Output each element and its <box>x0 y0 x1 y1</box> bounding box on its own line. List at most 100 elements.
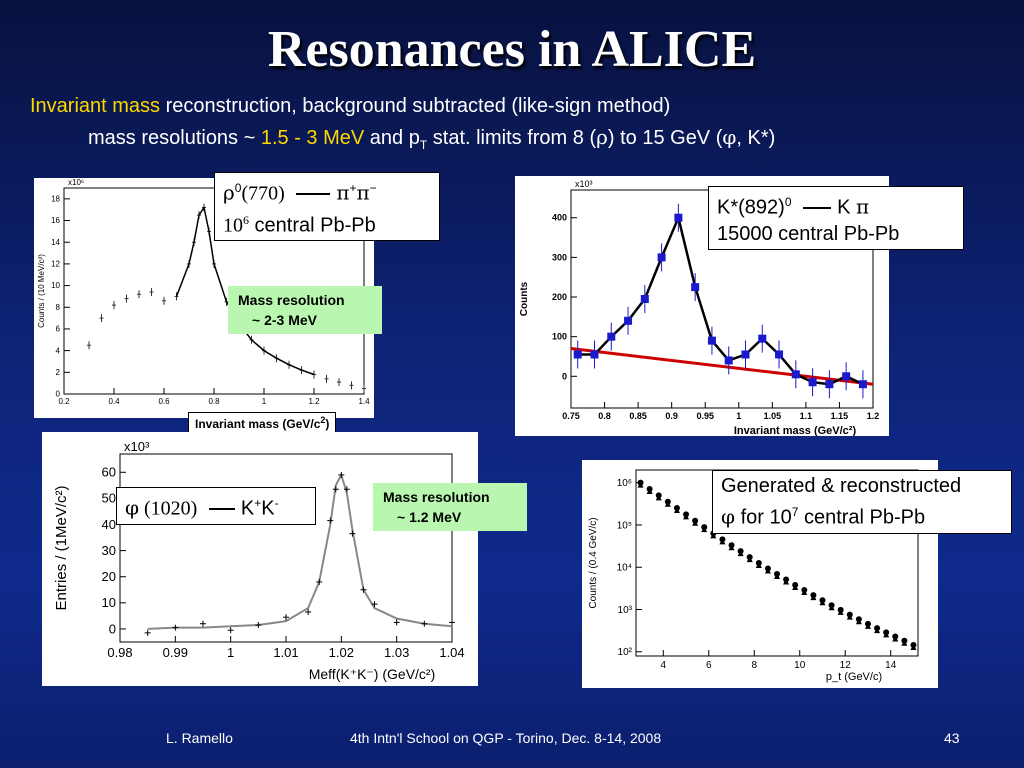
pi-label: π <box>336 180 350 205</box>
y-axis-label: Counts / (10 MeV/c²) <box>37 254 46 328</box>
y-tick-label: 200 <box>552 292 567 302</box>
data-point <box>624 316 633 325</box>
inv-mass-b: ) <box>325 417 330 431</box>
y-axis-label: Entries / (1MeV/c²) <box>53 485 70 610</box>
y-tick-label: 300 <box>552 252 567 262</box>
y-axis-label: Counts / (0.4 GeV/c) <box>588 517 599 608</box>
y-tick-label: 20 <box>102 569 116 584</box>
x-tick-label: 1.4 <box>358 397 370 406</box>
reconstructed-point <box>892 635 899 642</box>
x-tick-label: 1 <box>262 397 267 406</box>
data-point <box>607 332 616 341</box>
x-tick-label: 0.8 <box>598 411 611 421</box>
fit-curve <box>175 205 315 376</box>
data-point <box>590 350 599 359</box>
reconstructed-point <box>855 618 862 625</box>
y-tick-label: 16 <box>51 216 60 225</box>
phi-chart: 0.98 0.99 1 1.01 1.02 1.03 1.04 0 10 20 30 40 50 60 En… <box>53 439 465 682</box>
reconstructed-point <box>828 604 835 611</box>
reconstructed-point <box>774 572 780 579</box>
y-tick-label: 14 <box>51 238 60 247</box>
rho-symbol: ρ <box>596 125 608 149</box>
x-tick-label: 1 <box>227 645 234 660</box>
k-label: K <box>837 196 856 219</box>
generated-annotation: Generated & reconstructed φ for 107 cent… <box>712 470 1012 534</box>
kstar-annotation: K*(892)0 K π 15000 central Pb-Pb <box>708 186 964 250</box>
x-tick-label: 1.05 <box>764 411 782 421</box>
reconstructed-point <box>728 544 735 551</box>
rho-ten: 10 <box>223 214 243 237</box>
x-tick-label: 6 <box>706 660 712 671</box>
background-fit-line <box>570 347 874 386</box>
data-point <box>758 334 767 343</box>
gen-line-1: Generated & reconstructed <box>721 475 962 497</box>
y-tick-label: 10⁴ <box>617 563 632 574</box>
kstar-chart: 0.75 0.8 0.85 0.9 0.95 1 1.05 1.1 1.15 1.2 0 100 200… <box>519 179 880 436</box>
x-tick-label: 14 <box>885 660 897 671</box>
res2-value: ~ 1.2 MeV <box>397 509 462 525</box>
phi-chart-panel: 0.98 0.99 1 1.01 1.02 1.03 1.04 0 10 20 30 40 50 60 En… <box>42 432 478 686</box>
reconstructed-point <box>683 513 690 520</box>
data-point <box>674 213 683 222</box>
y-tick-label: 400 <box>552 213 567 223</box>
x-tick-label: 0.75 <box>562 411 580 421</box>
reconstructed-point <box>810 594 817 601</box>
pt-subscript: T <box>419 138 428 152</box>
intro-line-2-part-f: , K*) <box>736 127 776 149</box>
k-plus-sup: + <box>254 496 262 510</box>
x-tick-label: 1.15 <box>831 411 849 421</box>
reconstructed-point <box>801 589 808 596</box>
gen-phi: φ <box>721 504 736 529</box>
reconstructed-point <box>746 556 753 563</box>
k-plus-label: K <box>240 497 255 520</box>
mass-resolution-box-phi: Mass resolution ~ 1.2 MeV <box>373 483 527 531</box>
data-point <box>825 380 834 389</box>
slide-title: Resonances in ALICE <box>267 21 757 78</box>
x-tick-label: 1.2 <box>867 411 880 421</box>
y-tick-label: 10² <box>618 647 633 658</box>
res2-title: Mass resolution <box>383 489 490 505</box>
x-axis-label: Meff(K⁺K⁻) (GeV/c²) <box>309 666 436 682</box>
reconstructed-point <box>846 613 853 620</box>
phi-mass: (1020) <box>139 497 198 520</box>
fit-curve <box>147 472 453 630</box>
phi-annotation: φ (1020) K+K- <box>116 487 316 525</box>
y-tick-label: 30 <box>102 543 116 558</box>
y-tick-label: 10⁶ <box>617 478 632 489</box>
y-tick-label: 6 <box>56 325 61 334</box>
x-tick-label: 0.2 <box>58 397 70 406</box>
reconstructed-point <box>764 567 771 574</box>
footer-author: L. Ramello <box>166 730 233 746</box>
reconstructed-point <box>837 608 844 615</box>
x-tick-label: 1.01 <box>273 645 298 660</box>
x-axis-label: Invariant mass (GeV/c²) <box>734 425 857 436</box>
x-tick-label: 1.02 <box>329 645 354 660</box>
intro-line-1-text: reconstruction, background subtracted (l… <box>160 95 671 117</box>
reconstructed-point <box>710 532 717 539</box>
x-tick-label: 10 <box>794 660 806 671</box>
kstar-sup: 0 <box>784 195 792 209</box>
data-point <box>691 283 700 292</box>
y-tick-label: 8 <box>56 303 61 312</box>
y-tick-label: 40 <box>102 517 116 532</box>
x-tick-label: 0.98 <box>107 645 132 660</box>
rho-six: 6 <box>243 212 249 227</box>
reconstructed-point <box>792 583 799 590</box>
data-point <box>657 253 666 262</box>
arrow-icon <box>296 192 331 195</box>
x-tick-label: 1 <box>736 411 741 421</box>
data-point <box>842 372 851 381</box>
x-tick-label: 0.99 <box>163 645 188 660</box>
y-tick-label: 50 <box>102 491 116 506</box>
reconstructed-point <box>783 578 790 585</box>
y-tick-label: 100 <box>552 332 567 342</box>
y-multiplier: x10³ <box>124 439 150 454</box>
rho-label: ρ <box>223 180 235 205</box>
x-tick-label: 0.95 <box>696 411 714 421</box>
y-tick-label: 60 <box>102 465 116 480</box>
x-tick-label: 12 <box>840 660 852 671</box>
intro-line-2: mass resolutions ~ 1.5 - 3 MeV and pT st… <box>88 125 775 152</box>
arrow-icon <box>803 206 832 209</box>
x-tick-label: 1.1 <box>800 411 813 421</box>
pi-symbol: π <box>855 194 870 219</box>
